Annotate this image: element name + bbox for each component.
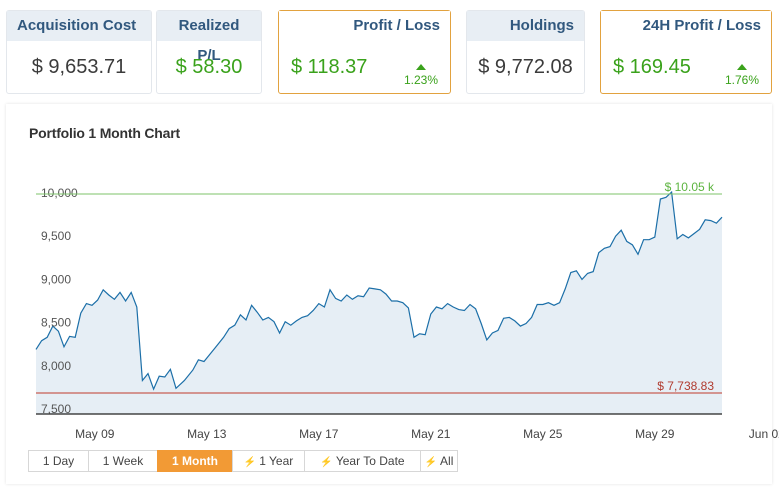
24h-profit-loss-title: 24H Profit / Loss (601, 11, 771, 41)
y-tick-label: 10,000 (41, 186, 78, 200)
range-button-label: 1 Week (102, 454, 144, 468)
holdings-title: Holdings (467, 11, 584, 41)
range-selector: 1 Day 1 Week 1 Month ⚡ 1 Year ⚡ Year To Date ⚡ A… (28, 450, 458, 472)
range-button-year-to-date[interactable]: ⚡ Year To Date (304, 450, 421, 472)
range-button-all[interactable]: ⚡ All (420, 450, 458, 472)
holdings-value: $ 9,772.08 (478, 56, 573, 78)
24h-profit-loss-card: 24H Profit / Loss $ 169.45 1.76% (600, 10, 772, 94)
lightning-icon: ⚡ (320, 457, 333, 468)
profit-loss-value: $ 118.37 (291, 56, 368, 78)
y-tick-label: 7,500 (41, 402, 71, 416)
realized-pl-value: $ 58.30 (175, 56, 243, 78)
holdings-card: Holdings $ 9,772.08 (466, 10, 585, 94)
up-arrow-icon (415, 64, 426, 70)
realized-pl-card: Realized P/L $ 58.30 (156, 10, 262, 94)
x-tick-label: May 09 (75, 427, 115, 441)
range-button-label: 1 Month (172, 454, 218, 468)
24h-profit-loss-value: $ 169.45 (613, 56, 691, 78)
acquisition-cost-title: Acquisition Cost (7, 11, 151, 41)
y-tick-label: 8,000 (41, 359, 71, 373)
max-value-label: $ 10.05 k (665, 180, 715, 194)
x-tick-label: May 25 (523, 427, 563, 441)
profit-loss-percent: 1.23% (403, 73, 438, 87)
acquisition-cost-value: $ 9,653.71 (31, 56, 127, 78)
x-tick-label: May 29 (635, 427, 675, 441)
x-tick-label: May 21 (411, 427, 451, 441)
y-tick-label: 9,000 (41, 272, 71, 286)
range-button-1-week[interactable]: 1 Week (88, 450, 158, 472)
series-line (35, 190, 723, 391)
24h-profit-loss-change: 1.76% (725, 64, 759, 87)
up-arrow-icon (736, 64, 747, 70)
lightning-icon: ⚡ (243, 457, 257, 468)
x-tick-label: May 13 (187, 427, 227, 441)
min-value-label: $ 7,738.83 (657, 379, 714, 393)
range-button-label: 1 Day (42, 454, 75, 468)
range-button-1-day[interactable]: 1 Day (28, 450, 89, 472)
profit-loss-change: 1.23% (404, 64, 438, 87)
range-button-label: Year To Date (335, 454, 405, 468)
x-tick-label: May 17 (299, 427, 339, 441)
y-tick-label: 9,500 (41, 229, 71, 243)
range-button-label: 1 Year (259, 454, 294, 468)
range-button-1-year[interactable]: ⚡ 1 Year (232, 450, 305, 472)
lightning-icon: ⚡ (424, 457, 438, 468)
y-tick-label: 8,500 (41, 316, 71, 330)
realized-pl-title: Realized P/L (157, 11, 261, 64)
profit-loss-card: Profit / Loss $ 118.37 1.23% (278, 10, 451, 94)
range-button-1-month[interactable]: 1 Month (157, 450, 233, 472)
profit-loss-title: Profit / Loss (279, 11, 450, 41)
chart-title: Portfolio 1 Month Chart (29, 125, 180, 141)
acquisition-cost-card: Acquisition Cost $ 9,653.71 (6, 10, 152, 94)
24h-profit-loss-percent: 1.76% (724, 73, 759, 87)
series-area (36, 192, 722, 414)
x-tick-label: Jun 02 (749, 427, 779, 441)
range-button-label: All (440, 454, 454, 468)
